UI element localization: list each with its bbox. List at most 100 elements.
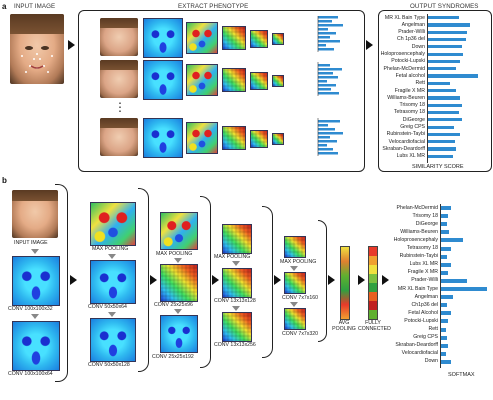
conv8-label: CONV 13x13x256: [214, 342, 256, 348]
fc-cell: [369, 247, 377, 256]
similarity-score-label: SIMILARITY SCORE: [412, 164, 464, 170]
arrow-down-7: [232, 261, 240, 266]
arrow-block2: [150, 275, 157, 285]
panel-b-syndrome-label: Phelan-McDermid: [396, 204, 438, 211]
arrow-down-6: [174, 309, 182, 314]
conv1-map: [12, 256, 60, 306]
panel-a-score-bar: [428, 59, 461, 64]
panel-b-syndrome-label: Angelman: [414, 293, 438, 300]
fc-cell: [369, 283, 377, 292]
fc-cell: [369, 256, 377, 265]
panel-b-syndrome-label: Lubs XL MR: [409, 261, 438, 268]
panel-b-syndrome-label: Potocki-Lupski: [404, 317, 438, 324]
conv2-label: CONV 100x100x64: [8, 371, 53, 377]
panel-a-syndrome-label: Greig CPS: [400, 124, 425, 130]
conv1-label: CONV 100x100x32: [8, 306, 53, 312]
arrow-down-4: [108, 312, 116, 317]
pool4-map: [284, 236, 306, 258]
conv2-map: [12, 321, 60, 371]
panel-a-score-bar: [428, 147, 456, 151]
panel-a-syndrome-label: Trisomy 18: [399, 102, 425, 109]
panel-b-syndrome-label: MR XL Bain Type: [397, 285, 438, 292]
pool1-map: [90, 202, 136, 246]
landmark-dots: [21, 46, 53, 73]
panel-a-score-bar: [428, 45, 462, 49]
avg-pooling-vector: [340, 246, 350, 320]
panel-a-syndrome-label: Down: [411, 43, 425, 50]
row2-map4: [250, 72, 268, 90]
conv10-label: CONV 7x7x320: [282, 331, 319, 337]
panel-a-syndrome-label: Fragile X MR: [394, 87, 425, 94]
panel-a-syndrome-label: Rett: [415, 80, 425, 87]
row1-map1: [143, 18, 183, 58]
panel-a-syndrome-label: Holoprosencephaly: [380, 51, 425, 57]
panel-a-syndrome-label: Williams-Beuren: [387, 94, 425, 101]
panel-a-syndrome-label: MR XL Bain Type: [384, 14, 425, 21]
output-syndromes-box: [378, 10, 492, 172]
panel-b-softmax-bar: [441, 327, 446, 332]
row1-map3: [222, 26, 246, 50]
softmax-label: SOFTMAX: [448, 372, 475, 378]
conv5-map: [160, 264, 198, 302]
panel-b-softmax-bar: [441, 351, 446, 356]
panel-b-syndrome-label: Down: [424, 358, 438, 365]
pool4-label: MAX POOLING: [280, 259, 317, 265]
panel-b-softmax-bar: [441, 214, 449, 219]
panel-a-score-bar: [428, 23, 470, 27]
panel-b-syndrome-label: Fragile X MR: [407, 269, 438, 276]
panel-a-syndrome-label: Rubinstein-Taybi: [386, 131, 425, 138]
row3-map5: [272, 133, 284, 145]
conv7-label: CONV 13x13x128: [214, 298, 256, 304]
conv6-label: CONV 25x25x192: [152, 354, 194, 360]
panel-a-score-bar: [428, 96, 461, 100]
block3-bracket: [200, 196, 211, 368]
fc-cell: [369, 301, 377, 310]
pool2-map: [160, 212, 198, 250]
panel-a-syndrome-label: Fetal alcohol: [395, 72, 425, 79]
row3-map1: [143, 118, 183, 158]
block4-bracket: [262, 206, 273, 358]
panel-b-syndrome-label: Williams-Beuren: [400, 228, 438, 235]
arrow-to-extract: [68, 40, 75, 50]
panel-a-syndrome-label: Potocki-Lupski: [391, 58, 425, 65]
conv3-map: [90, 260, 136, 304]
arrow-to-softmax: [382, 275, 389, 285]
panel-b-syndrome-label: Fetal Alcohol: [408, 309, 438, 316]
panel-b-softmax-bar: [441, 319, 449, 324]
row2-map5: [272, 75, 284, 87]
panel-b-softmax-bar: [441, 287, 487, 291]
panel-a-score-bar: [428, 110, 459, 115]
fc-cell: [369, 310, 377, 319]
fc-cell: [369, 265, 377, 274]
avg-pooling-label: AVG POOLING: [332, 320, 356, 332]
block1-bracket: [55, 184, 68, 382]
conv8-map: [222, 312, 252, 342]
panel-b-softmax-bar: [441, 254, 448, 259]
arrow-down-8: [232, 306, 240, 311]
panel-b-syndrome-label: Rubinstein-Taybi: [399, 253, 438, 260]
panel-a-score-bar: [428, 140, 455, 144]
panel-a-syndrome-label: Angelman: [401, 21, 425, 28]
panel-a-score-bar: [428, 125, 455, 129]
conv3-label: CONV 50x50x64: [88, 304, 127, 310]
panel-b-softmax-bar: [441, 343, 448, 348]
conv9-label: CONV 7x7x160: [282, 295, 319, 301]
panel-a-syndrome-label: Lubs XL MR: [396, 153, 425, 160]
fully-connected-vector: [368, 246, 378, 320]
panel-b-softmax-bar: [441, 222, 447, 227]
panel-a-syndrome-label: Tetrasomy 18: [393, 109, 425, 116]
arrow-to-output: [366, 40, 373, 50]
panel-b-softmax-bar: [441, 270, 449, 275]
panel-b-syndrome-label: DiGeorge: [415, 220, 438, 227]
row1-map2: [186, 22, 218, 54]
panel-b-syndrome-label: Tetrasomy 18: [406, 245, 438, 251]
pool2-label: MAX POOLING: [156, 251, 193, 257]
panel-b-syndrome-label: Trisomy 18: [412, 212, 438, 219]
panel-a-score-bar: [428, 30, 468, 34]
row3-map3: [222, 126, 246, 150]
arrow-block3: [212, 275, 219, 285]
panel-b-input-label: INPUT IMAGE: [14, 240, 48, 246]
panel-a-score-bar: [428, 89, 456, 93]
conv5-label: CONV 25x25x96: [154, 302, 193, 308]
panel-a-score-bar: [428, 52, 463, 56]
